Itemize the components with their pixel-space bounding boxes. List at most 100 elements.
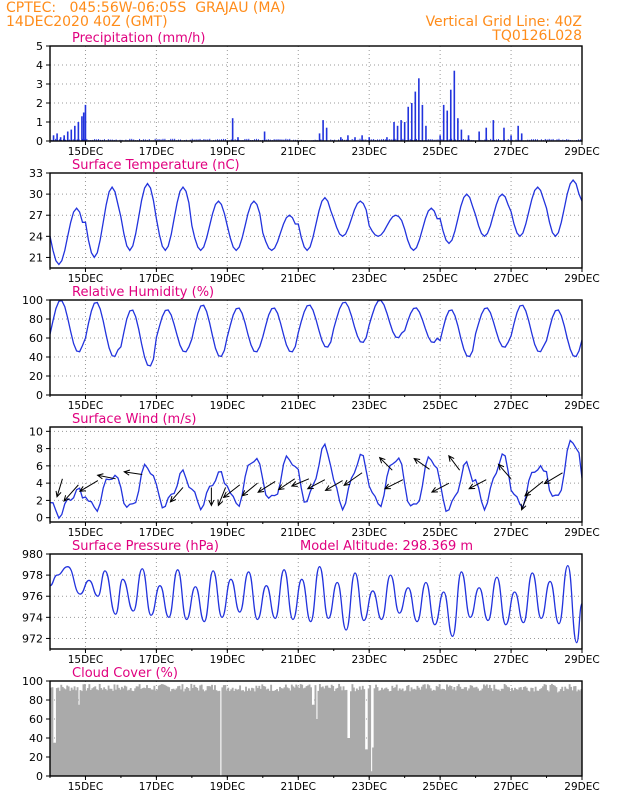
x-tick-label: 21DEC	[281, 146, 316, 158]
precip-bar	[55, 138, 57, 141]
cloud-bar	[166, 686, 169, 776]
cloud-bar	[91, 688, 94, 776]
cloud-bar	[299, 684, 302, 776]
cloud-bar	[435, 685, 438, 776]
cloud-bar	[339, 686, 342, 776]
cloud-bar	[401, 688, 404, 776]
cloud-bar	[88, 684, 91, 776]
precip-bar	[281, 139, 283, 141]
cloud-bar	[183, 691, 185, 776]
x-tick-label: 21DEC	[281, 781, 316, 793]
cloud-bar	[122, 688, 125, 776]
panel-rh: 0 20 40 60 80 100 15DEC 17DEC 19DEC 21DEC 23DEC 25D…	[22, 285, 600, 412]
cloud-bar	[404, 690, 407, 776]
y-tick-label: 4	[36, 59, 43, 72]
cloud-bar	[116, 684, 119, 776]
precip-bar	[382, 138, 384, 141]
y-tick-label: 6	[36, 460, 43, 473]
cloud-bar	[234, 688, 237, 776]
precip-bar	[339, 139, 341, 141]
wind-vector-arrow	[169, 487, 184, 503]
precip-bar	[521, 138, 523, 141]
precip-bar	[230, 139, 232, 141]
cloud-bar	[253, 691, 256, 776]
station-code: CPTEC:	[6, 0, 57, 16]
cloud-bar	[388, 691, 391, 776]
cloud-bar	[242, 690, 244, 776]
cloud-bar	[524, 686, 527, 776]
precip-bar	[368, 137, 370, 141]
y-tick-label: 100	[22, 294, 43, 307]
cloud-bar	[500, 688, 503, 776]
cloud-bar	[55, 688, 58, 776]
cloud-bar	[50, 687, 52, 776]
wind-vector-arrow	[378, 456, 393, 471]
cloud-bar	[70, 687, 73, 776]
precip-bar	[283, 139, 285, 141]
cloud-bar	[190, 683, 193, 776]
cloud-bar	[313, 704, 315, 776]
x-tick-label: 23DEC	[351, 146, 386, 158]
y-tick-label: 976	[22, 590, 43, 603]
precip-bar	[164, 138, 166, 141]
cloud-bar	[115, 689, 117, 776]
x-tick-label: 23DEC	[351, 400, 386, 412]
precip-bar	[497, 139, 499, 141]
cloud-bar	[67, 686, 70, 776]
precip-bar	[439, 135, 441, 141]
cloud-bar	[394, 687, 397, 776]
precip-bar	[363, 139, 365, 141]
x-tick-label: 29DEC	[564, 273, 599, 285]
precip-bar	[503, 138, 505, 141]
precip-bar	[86, 138, 88, 141]
cloud-bar	[514, 687, 516, 776]
precip-bar	[446, 110, 449, 141]
cloud-bar	[361, 685, 364, 776]
cloud-bar	[409, 691, 411, 776]
precip-bar	[552, 138, 554, 141]
y-tick-label: 80	[29, 694, 43, 707]
precip-bar	[558, 138, 560, 141]
cloud-bar	[237, 689, 240, 776]
cloud-bar	[349, 691, 352, 776]
y-tick-label: 2	[36, 494, 43, 507]
precip-bar	[109, 139, 111, 141]
cloud-bar	[480, 690, 482, 776]
cloud-bar	[457, 684, 460, 776]
cloud-bar	[454, 690, 457, 776]
cloud-bar	[231, 687, 234, 776]
y-tick-label: 40	[29, 351, 43, 364]
x-tick-label: 29DEC	[564, 527, 599, 539]
cloud-bar	[246, 690, 249, 776]
precip-bar	[203, 139, 205, 141]
cloud-bar	[209, 686, 212, 776]
cloud-bar	[128, 689, 131, 776]
precip-bar	[275, 139, 277, 141]
cloud-bar	[172, 688, 175, 776]
cloud-bar	[146, 685, 148, 776]
precip-bar	[369, 139, 371, 141]
cloud-bar	[540, 688, 543, 776]
panel-subtitle: Model Altitude: 298.369 m	[300, 539, 473, 554]
precip-bar	[325, 127, 328, 141]
x-tick-label: 15DEC	[68, 654, 103, 666]
cloud-bar	[64, 689, 67, 776]
cloud-bar	[286, 687, 289, 776]
x-tick-label: 17DEC	[139, 146, 174, 158]
cloud-bar	[267, 688, 270, 776]
panel-cloud: 0 20 40 60 80 100 15DEC 17DEC 19DEC 21DEC 23DEC 25D…	[22, 666, 600, 793]
cloud-bar	[367, 688, 370, 776]
precip-bar	[320, 139, 322, 141]
precip-bar	[496, 139, 498, 141]
cloud-bar	[274, 690, 277, 776]
precip-bar	[347, 139, 349, 141]
precip-bar	[437, 139, 439, 141]
cloud-bar	[140, 688, 143, 776]
cloud-bar	[302, 688, 305, 776]
cloud-bar	[568, 684, 571, 776]
cloud-bar	[375, 684, 377, 776]
wind-vector-arrow	[55, 478, 63, 498]
cloud-bar	[558, 691, 561, 776]
header-station-line: CPTEC: 045:56W-06:05S GRAJAU (MA)	[6, 0, 286, 16]
